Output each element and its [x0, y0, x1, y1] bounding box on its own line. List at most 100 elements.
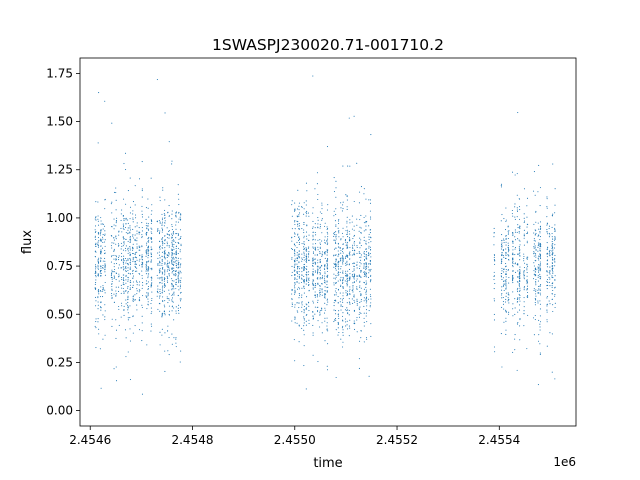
data-point	[317, 310, 319, 312]
data-point	[511, 209, 513, 212]
data-point	[298, 268, 301, 270]
data-point	[141, 322, 143, 324]
data-point	[317, 360, 319, 363]
data-point	[365, 267, 367, 269]
data-point	[333, 273, 335, 275]
data-point	[178, 304, 180, 306]
data-point	[291, 265, 293, 268]
data-point	[167, 233, 169, 235]
data-point	[365, 240, 367, 242]
data-point	[95, 251, 97, 253]
data-point	[306, 269, 308, 271]
data-point	[352, 276, 354, 278]
data-point	[102, 296, 104, 298]
data-point	[356, 331, 358, 333]
data-point	[505, 241, 507, 243]
data-point	[164, 314, 166, 316]
data-point	[100, 238, 102, 240]
data-point	[346, 263, 348, 265]
data-point	[132, 259, 134, 261]
data-point	[102, 338, 104, 340]
data-point	[303, 275, 305, 277]
data-point	[326, 280, 328, 282]
data-point	[368, 253, 370, 255]
data-point	[145, 273, 147, 275]
data-point	[537, 289, 539, 291]
data-point	[342, 334, 344, 336]
data-point	[342, 278, 344, 281]
data-point	[173, 258, 175, 260]
data-point	[335, 196, 337, 198]
data-point	[352, 263, 354, 265]
data-point	[356, 246, 358, 249]
data-point	[159, 222, 161, 224]
data-point	[147, 225, 149, 227]
data-point	[344, 238, 347, 241]
data-point	[340, 202, 342, 204]
data-point	[512, 275, 514, 277]
data-point	[316, 271, 319, 273]
data-point	[312, 234, 314, 236]
data-point	[314, 188, 316, 190]
data-point	[548, 225, 551, 227]
data-point	[150, 231, 152, 233]
data-point	[549, 234, 551, 236]
data-point	[301, 302, 303, 304]
data-point	[505, 257, 507, 259]
data-point	[95, 242, 97, 244]
data-point	[301, 294, 303, 296]
data-point	[519, 226, 521, 228]
data-point	[159, 257, 161, 259]
data-point	[123, 305, 125, 307]
data-point	[334, 318, 337, 320]
data-point	[348, 230, 350, 232]
data-point	[291, 293, 293, 295]
data-point	[519, 300, 521, 302]
data-point	[546, 303, 548, 306]
data-point	[97, 243, 99, 245]
data-point	[312, 315, 314, 317]
data-point	[546, 295, 548, 298]
data-point	[501, 270, 503, 272]
data-point	[333, 282, 335, 284]
data-point	[552, 271, 554, 273]
data-point	[151, 267, 153, 269]
data-point	[178, 282, 180, 284]
data-point	[346, 324, 348, 326]
data-point	[551, 236, 553, 238]
data-point	[298, 238, 300, 241]
data-point	[147, 295, 149, 297]
data-point	[129, 236, 131, 238]
data-point	[539, 205, 541, 207]
data-point	[166, 262, 169, 264]
data-point	[164, 350, 166, 352]
data-point	[113, 271, 115, 273]
data-point	[538, 259, 540, 261]
data-point	[151, 228, 153, 230]
data-point	[505, 237, 507, 239]
data-point	[341, 280, 344, 282]
data-point	[151, 299, 153, 302]
data-point	[138, 298, 140, 300]
data-point	[518, 206, 521, 208]
data-point	[493, 254, 495, 256]
data-point	[552, 238, 554, 240]
data-point	[125, 219, 127, 221]
data-point	[177, 294, 179, 297]
data-point	[129, 258, 131, 260]
data-point	[115, 238, 117, 240]
data-point	[539, 288, 541, 290]
data-point	[335, 208, 337, 210]
data-point	[519, 240, 521, 242]
data-point	[326, 286, 328, 289]
data-point	[549, 253, 551, 255]
data-point	[134, 294, 136, 296]
data-point	[141, 287, 143, 289]
data-point	[337, 264, 339, 266]
data-point	[537, 292, 539, 294]
data-point	[346, 195, 348, 197]
data-point	[526, 281, 528, 283]
data-point	[179, 270, 182, 272]
data-point	[97, 304, 99, 306]
data-point	[358, 267, 361, 270]
